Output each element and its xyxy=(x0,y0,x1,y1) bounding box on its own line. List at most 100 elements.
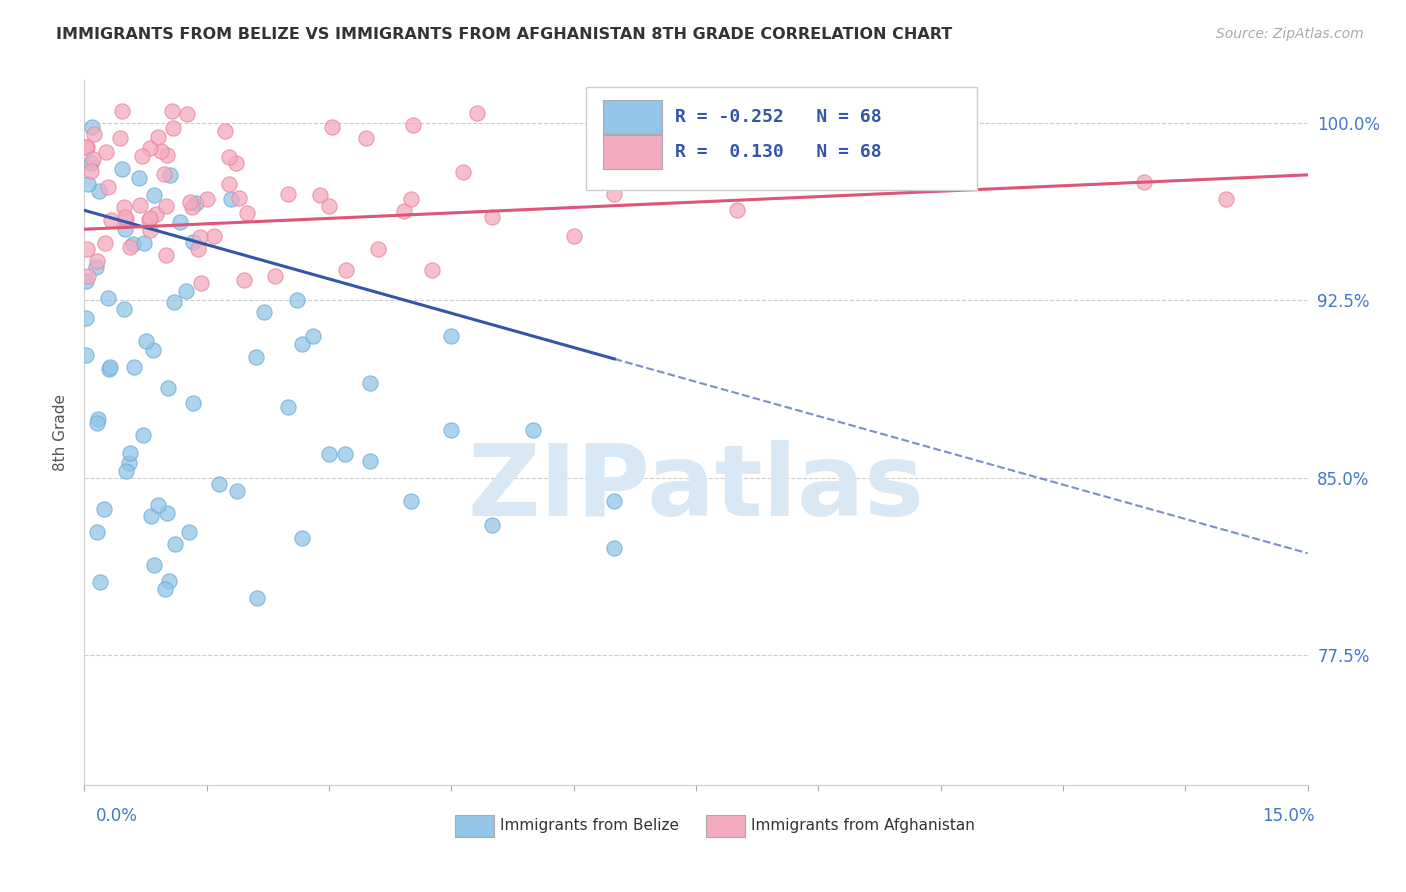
Point xyxy=(80,156,103,170)
Point xyxy=(321,120,343,135)
Point xyxy=(181,395,204,409)
Point xyxy=(214,124,236,138)
Point xyxy=(128,198,150,212)
Point xyxy=(367,242,389,256)
Point xyxy=(98,359,121,374)
Point xyxy=(94,236,117,251)
Point xyxy=(142,343,165,358)
Point xyxy=(176,284,198,298)
Point xyxy=(318,447,340,461)
Point xyxy=(157,574,180,588)
Point xyxy=(93,502,115,516)
Point xyxy=(440,423,463,437)
Point xyxy=(86,254,108,268)
Point xyxy=(114,302,136,317)
Point xyxy=(176,107,198,121)
Point xyxy=(277,186,299,201)
Point xyxy=(98,362,121,376)
Point xyxy=(76,242,98,256)
Point xyxy=(184,195,207,210)
Point xyxy=(1215,192,1237,206)
Point xyxy=(481,517,503,532)
Point xyxy=(97,179,120,194)
Point xyxy=(86,260,108,274)
Text: Immigrants from Belize: Immigrants from Belize xyxy=(501,818,679,833)
Point xyxy=(246,591,269,606)
Point xyxy=(218,177,240,191)
Point xyxy=(392,204,415,219)
FancyBboxPatch shape xyxy=(706,814,745,837)
Point xyxy=(111,161,134,176)
Point xyxy=(128,170,150,185)
Point xyxy=(139,141,162,155)
Point xyxy=(221,192,243,206)
Point xyxy=(118,445,141,459)
Text: R = -0.252   N = 68: R = -0.252 N = 68 xyxy=(675,108,882,126)
Point xyxy=(156,148,179,162)
Point xyxy=(401,118,423,132)
FancyBboxPatch shape xyxy=(456,814,494,837)
Point xyxy=(114,222,136,236)
Point xyxy=(146,499,169,513)
Point xyxy=(301,328,323,343)
Point xyxy=(359,376,381,390)
Point xyxy=(522,423,544,437)
Point xyxy=(75,274,97,288)
Point xyxy=(157,381,180,395)
Point xyxy=(354,131,377,145)
Point xyxy=(75,140,97,154)
Point xyxy=(309,187,332,202)
Point xyxy=(188,230,211,244)
FancyBboxPatch shape xyxy=(603,136,662,169)
Point xyxy=(187,242,209,256)
Point xyxy=(139,223,162,237)
Point xyxy=(138,212,160,227)
Point xyxy=(163,537,186,551)
Point xyxy=(163,294,186,309)
Point xyxy=(159,168,181,182)
Point xyxy=(603,541,626,556)
Point xyxy=(335,447,357,461)
Point xyxy=(114,211,136,225)
Point xyxy=(207,476,229,491)
Point xyxy=(725,203,748,218)
Point xyxy=(112,200,135,214)
Point xyxy=(162,120,184,135)
Point xyxy=(76,140,98,154)
Point xyxy=(155,199,177,213)
Point xyxy=(236,205,259,219)
Point xyxy=(82,153,104,167)
Point xyxy=(233,272,256,286)
Point xyxy=(111,103,134,118)
Point xyxy=(114,464,136,478)
Point xyxy=(115,212,138,227)
Point xyxy=(96,145,118,160)
Point xyxy=(156,506,179,520)
Point xyxy=(603,186,626,201)
Point xyxy=(807,175,830,189)
Point xyxy=(465,106,488,120)
Point xyxy=(141,508,163,523)
Point xyxy=(89,575,111,590)
Point xyxy=(481,211,503,225)
Point xyxy=(451,165,474,179)
Point xyxy=(420,263,443,277)
Point xyxy=(399,192,422,206)
Point xyxy=(179,524,201,539)
Point xyxy=(148,130,170,145)
FancyBboxPatch shape xyxy=(603,100,662,134)
Point xyxy=(181,200,204,214)
Point xyxy=(226,483,249,498)
Point xyxy=(245,350,267,364)
Point xyxy=(218,150,240,164)
Point xyxy=(86,411,108,425)
Point xyxy=(335,262,357,277)
Point xyxy=(562,229,585,244)
Point xyxy=(142,558,165,572)
Point xyxy=(75,311,97,326)
Text: Immigrants from Afghanistan: Immigrants from Afghanistan xyxy=(751,818,974,833)
Point xyxy=(195,192,218,206)
Point xyxy=(153,582,176,596)
Point xyxy=(162,103,184,118)
Point xyxy=(143,188,166,202)
